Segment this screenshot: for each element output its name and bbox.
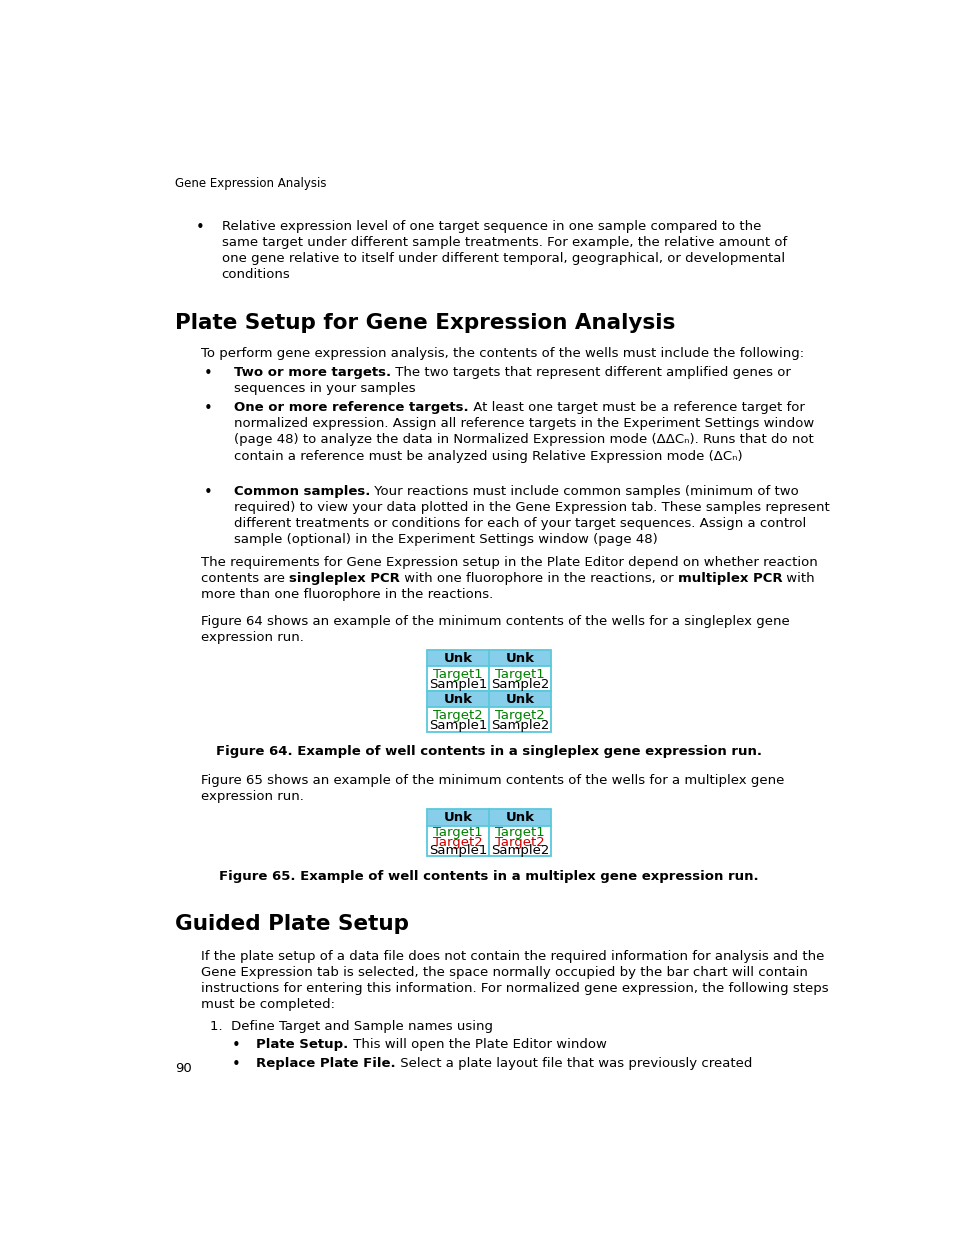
Text: Gene Expression tab is selected, the space normally occupied by the bar chart wi: Gene Expression tab is selected, the spa… <box>200 966 806 979</box>
Text: The two targets that represent different amplified genes or: The two targets that represent different… <box>391 366 790 379</box>
Text: (page 48) to analyze the data in Normalized Expression mode (ΔΔCₙ). Runs that do: (page 48) to analyze the data in Normali… <box>233 433 813 446</box>
Text: 1.  Define Target and Sample names using: 1. Define Target and Sample names using <box>210 1020 493 1032</box>
Text: Relative expression level of one target sequence in one sample compared to the: Relative expression level of one target … <box>221 220 760 233</box>
FancyBboxPatch shape <box>488 690 550 708</box>
FancyBboxPatch shape <box>427 809 488 826</box>
Text: Gene Expression Analysis: Gene Expression Analysis <box>174 178 326 190</box>
Text: Guided Plate Setup: Guided Plate Setup <box>174 914 409 935</box>
Text: Unk: Unk <box>443 652 472 664</box>
Text: expression run.: expression run. <box>200 790 303 804</box>
Text: Plate Setup.: Plate Setup. <box>256 1039 348 1051</box>
Text: with: with <box>781 572 814 584</box>
FancyBboxPatch shape <box>427 826 488 856</box>
Text: expression run.: expression run. <box>200 631 303 645</box>
FancyBboxPatch shape <box>427 667 488 690</box>
FancyBboxPatch shape <box>488 826 550 856</box>
Text: •: • <box>204 401 213 416</box>
FancyBboxPatch shape <box>427 650 488 667</box>
Text: Replace Plate File.: Replace Plate File. <box>256 1057 395 1070</box>
Text: sample (optional) in the Experiment Settings window (page 48): sample (optional) in the Experiment Sett… <box>233 534 657 546</box>
Text: •: • <box>204 485 213 500</box>
Text: Two or more targets.: Two or more targets. <box>233 366 391 379</box>
Text: •: • <box>204 366 213 382</box>
Text: •: • <box>232 1057 240 1072</box>
Text: required) to view your data plotted in the Gene Expression tab. These samples re: required) to view your data plotted in t… <box>233 501 829 514</box>
Text: singleplex PCR: singleplex PCR <box>289 572 399 584</box>
Text: Figure 65. Example of well contents in a multiplex gene expression run.: Figure 65. Example of well contents in a… <box>219 869 758 883</box>
Text: This will open the Plate Editor window: This will open the Plate Editor window <box>348 1039 606 1051</box>
FancyBboxPatch shape <box>488 708 550 731</box>
Text: •: • <box>195 220 205 235</box>
Text: one gene relative to itself under different temporal, geographical, or developme: one gene relative to itself under differ… <box>221 252 784 266</box>
Text: Sample1: Sample1 <box>428 844 487 857</box>
Text: Sample2: Sample2 <box>490 719 549 732</box>
Text: Sample2: Sample2 <box>490 844 549 857</box>
Text: Target2: Target2 <box>433 836 482 848</box>
Text: One or more reference targets.: One or more reference targets. <box>233 401 468 414</box>
Text: To perform gene expression analysis, the contents of the wells must include the : To perform gene expression analysis, the… <box>200 347 803 361</box>
Text: must be completed:: must be completed: <box>200 998 335 1011</box>
Text: Unk: Unk <box>443 693 472 705</box>
Text: Unk: Unk <box>505 693 534 705</box>
Text: Target1: Target1 <box>433 668 482 680</box>
FancyBboxPatch shape <box>488 809 550 826</box>
Text: sequences in your samples: sequences in your samples <box>233 382 416 395</box>
Text: At least one target must be a reference target for: At least one target must be a reference … <box>468 401 803 414</box>
Text: different treatments or conditions for each of your target sequences. Assign a c: different treatments or conditions for e… <box>233 517 805 530</box>
Text: Figure 64. Example of well contents in a singleplex gene expression run.: Figure 64. Example of well contents in a… <box>215 746 761 758</box>
Text: Sample1: Sample1 <box>428 719 487 732</box>
Text: If the plate setup of a data file does not contain the required information for : If the plate setup of a data file does n… <box>200 950 823 963</box>
Text: with one fluorophore in the reactions, or: with one fluorophore in the reactions, o… <box>399 572 677 584</box>
Text: Target2: Target2 <box>433 709 482 721</box>
Text: Unk: Unk <box>505 652 534 664</box>
Text: Target2: Target2 <box>495 836 544 848</box>
Text: Plate Setup for Gene Expression Analysis: Plate Setup for Gene Expression Analysis <box>174 314 675 333</box>
FancyBboxPatch shape <box>427 690 488 708</box>
Text: multiplex PCR: multiplex PCR <box>677 572 781 584</box>
Text: contents are: contents are <box>200 572 289 584</box>
Text: The requirements for Gene Expression setup in the Plate Editor depend on whether: The requirements for Gene Expression set… <box>200 556 817 568</box>
Text: normalized expression. Assign all reference targets in the Experiment Settings w: normalized expression. Assign all refere… <box>233 417 813 430</box>
Text: conditions: conditions <box>221 268 290 282</box>
Text: Figure 65 shows an example of the minimum contents of the wells for a multiplex : Figure 65 shows an example of the minimu… <box>200 774 783 787</box>
Text: 90: 90 <box>174 1062 192 1074</box>
Text: Target1: Target1 <box>495 668 544 680</box>
Text: Sample1: Sample1 <box>428 678 487 692</box>
Text: Your reactions must include common samples (minimum of two: Your reactions must include common sampl… <box>370 485 799 498</box>
Text: Target2: Target2 <box>495 709 544 721</box>
Text: Unk: Unk <box>443 811 472 824</box>
Text: Target1: Target1 <box>433 826 482 839</box>
Text: instructions for entering this information. For normalized gene expression, the : instructions for entering this informati… <box>200 982 827 995</box>
Text: Figure 64 shows an example of the minimum contents of the wells for a singleplex: Figure 64 shows an example of the minimu… <box>200 615 788 629</box>
Text: contain a reference must be analyzed using Relative Expression mode (ΔCₙ): contain a reference must be analyzed usi… <box>233 450 741 462</box>
Text: Common samples.: Common samples. <box>233 485 370 498</box>
Text: Select a plate layout file that was previously created: Select a plate layout file that was prev… <box>395 1057 752 1070</box>
Text: Target1: Target1 <box>495 826 544 839</box>
Text: more than one fluorophore in the reactions.: more than one fluorophore in the reactio… <box>200 588 493 600</box>
Text: same target under different sample treatments. For example, the relative amount : same target under different sample treat… <box>221 236 786 249</box>
Text: Sample2: Sample2 <box>490 678 549 692</box>
FancyBboxPatch shape <box>488 650 550 667</box>
FancyBboxPatch shape <box>427 708 488 731</box>
Text: •: • <box>232 1039 240 1053</box>
FancyBboxPatch shape <box>488 667 550 690</box>
Text: Unk: Unk <box>505 811 534 824</box>
